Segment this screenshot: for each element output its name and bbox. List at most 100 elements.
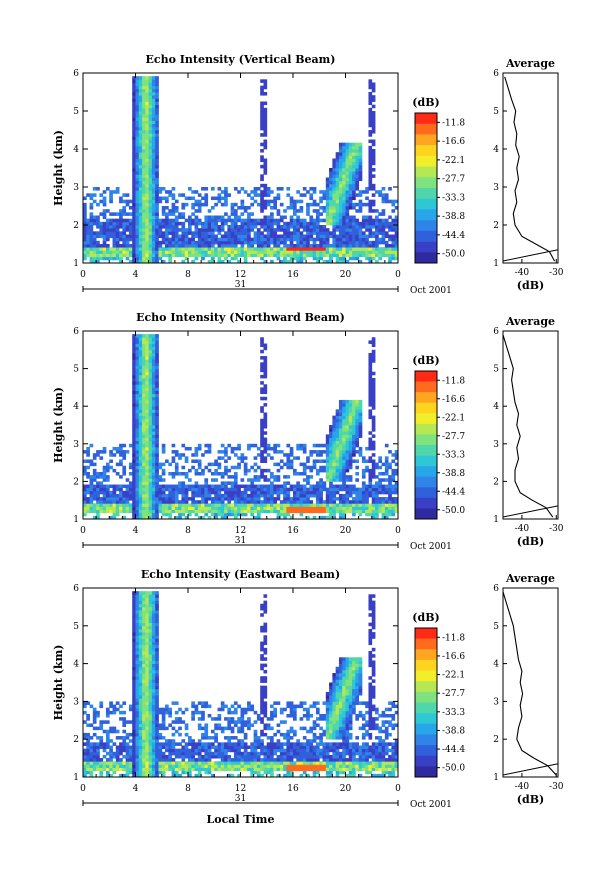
heatmap-cell: [197, 228, 202, 232]
heatmap-cell: [352, 206, 356, 210]
heatmap-cell: [142, 745, 146, 750]
heatmap-cell: [296, 446, 300, 451]
heatmap-cell: [132, 487, 136, 492]
heatmap-cell: [227, 240, 232, 245]
heatmap-cell: [355, 180, 360, 185]
heatmap-cell: [289, 487, 294, 492]
heatmap-cell: [365, 237, 369, 242]
heatmap-cell: [384, 509, 389, 514]
heatmap-cell: [263, 478, 268, 482]
heatmap-cell: [371, 111, 376, 115]
heatmap-cell: [352, 503, 356, 507]
heatmap-cell: [325, 468, 330, 473]
heatmap-cell: [335, 487, 340, 492]
heatmap-cell: [181, 202, 186, 207]
heatmap-cell: [217, 456, 222, 460]
heatmap-cell: [191, 503, 195, 507]
heatmap-cell: [335, 225, 340, 229]
heatmap-cell: [83, 748, 87, 753]
heatmap-cell: [260, 123, 264, 128]
heatmap-cell: [368, 359, 373, 363]
heatmap-cell: [132, 215, 136, 220]
heatmap-cell: [394, 472, 399, 476]
heatmap-cell: [342, 443, 346, 448]
heatmap-cell: [253, 190, 258, 194]
heatmap-cell: [148, 710, 153, 715]
heatmap-cell: [158, 250, 163, 254]
heatmap-cell: [148, 503, 153, 507]
heatmap-cell: [145, 409, 150, 413]
heatmap-cell: [138, 695, 143, 699]
heatmap-cell: [286, 247, 291, 251]
heatmap-cell: [132, 437, 136, 442]
heatmap-cell: [348, 450, 353, 454]
heatmap-cell: [142, 736, 146, 740]
heatmap-cell: [142, 152, 146, 156]
heatmap-cell: [151, 412, 156, 416]
heatmap-cell: [188, 244, 192, 248]
heatmap-cell: [89, 493, 94, 498]
heatmap-cell: [132, 425, 136, 429]
heatmap-cell: [230, 506, 235, 510]
heatmap-cell: [138, 679, 143, 683]
heatmap-cell: [145, 606, 150, 611]
heatmap-cell: [151, 82, 156, 87]
heatmap-cell: [319, 453, 323, 457]
heatmap-cell: [338, 247, 343, 251]
heatmap-cell: [276, 228, 281, 232]
heatmap-cell: [263, 206, 268, 210]
heatmap-cell: [86, 754, 90, 759]
heatmap-cell: [181, 509, 186, 514]
heatmap-cell: [102, 497, 107, 501]
heatmap-cell: [105, 187, 110, 191]
heatmap-cell: [384, 472, 389, 476]
heatmap-cell: [142, 685, 146, 690]
heatmap-cell: [299, 231, 304, 235]
heatmap-cell: [237, 215, 241, 220]
heatmap-cell: [260, 196, 264, 201]
heatmap-cell: [224, 218, 228, 223]
heatmap-cell: [319, 228, 323, 232]
heatmap-cell: [355, 450, 360, 454]
heatmap-cell: [286, 244, 291, 248]
heatmap-cell: [132, 509, 136, 514]
heatmap-cell: [151, 240, 156, 245]
heatmap-cell: [161, 259, 166, 264]
heatmap-cell: [233, 256, 238, 261]
heatmap-cell: [250, 221, 255, 226]
heatmap-cell: [204, 237, 209, 242]
heatmap-cell: [132, 632, 136, 636]
heatmap-cell: [388, 465, 392, 470]
heatmap-cell: [348, 187, 353, 191]
heatmap-cell: [151, 101, 156, 106]
heatmap-cell: [270, 497, 274, 501]
heatmap-cell: [89, 196, 94, 201]
heatmap-cell: [197, 247, 202, 251]
heatmap-cell: [388, 234, 392, 239]
heatmap-cell: [263, 240, 268, 245]
heatmap-cell: [132, 250, 136, 254]
heatmap-cell: [256, 253, 261, 258]
heatmap-cell: [325, 177, 330, 182]
heatmap-cell: [394, 468, 399, 473]
colorbar-tick-label: -50.0: [442, 506, 465, 516]
heatmap-cell: [355, 174, 360, 178]
heatmap-cell: [83, 754, 87, 759]
heatmap-cell: [151, 225, 156, 229]
heatmap-cell: [237, 231, 241, 235]
heatmap-cell: [151, 465, 156, 470]
heatmap-cell: [217, 193, 222, 197]
heatmap-cell: [145, 85, 150, 90]
heatmap-cell: [240, 212, 245, 216]
heatmap-cell: [243, 234, 248, 239]
heatmap-cell: [99, 745, 104, 750]
heatmap-cell: [99, 720, 104, 724]
heatmap-cell: [132, 390, 136, 395]
heatmap-cell: [132, 758, 136, 762]
heatmap-cell: [148, 732, 153, 737]
heatmap-cell: [161, 253, 166, 258]
heatmap-cell: [83, 704, 87, 709]
heatmap-cell: [138, 334, 143, 338]
heatmap-cell: [135, 597, 140, 601]
heatmap-cell: [279, 450, 284, 454]
